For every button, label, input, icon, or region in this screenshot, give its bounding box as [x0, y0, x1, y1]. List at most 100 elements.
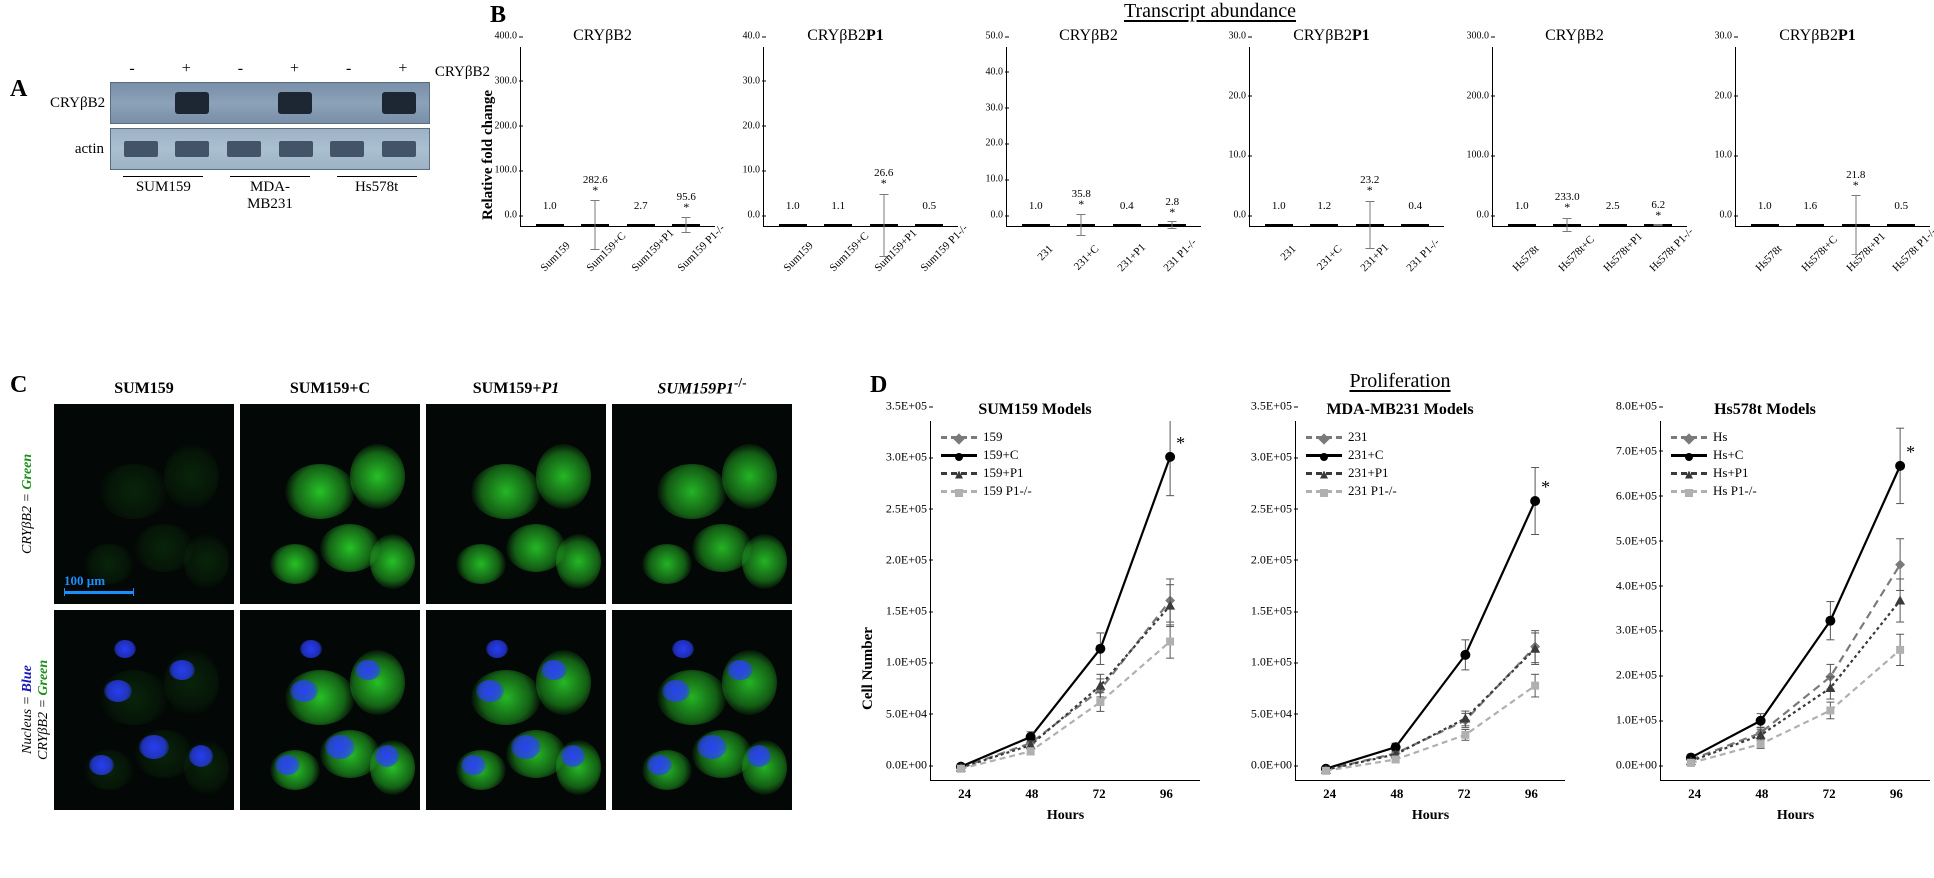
significance-star: *	[1078, 197, 1084, 212]
bar-value-label: 1.0	[1758, 200, 1772, 212]
x-tick: 24	[1323, 786, 1336, 802]
bar	[536, 224, 564, 226]
bar	[1842, 224, 1870, 226]
microscopy-grid: SUM159SUM159+CSUM159+P1SUM159P1-/-CRYβB2…	[20, 370, 830, 810]
bar	[627, 224, 655, 226]
y-tick: 3.0E+05	[875, 450, 927, 465]
actin-blot-image	[110, 128, 430, 170]
actin-blot-label: actin	[50, 141, 110, 158]
legend-item: Hs+P1	[1671, 465, 1757, 481]
western-blot: -+-+-+ CRYβB2 CRYβB2 actin SUM159MDA-MB2…	[50, 60, 430, 213]
legend-item: Hs	[1671, 429, 1757, 445]
bar-chart-title: CRYβB2P1	[1219, 27, 1444, 45]
x-tick: 48	[1025, 786, 1038, 802]
bar	[824, 224, 852, 226]
bar-chart: CRYβB2P10.010.020.030.01.01.621.8*0.5Hs5…	[1705, 27, 1930, 243]
y-tick: 0.0E+00	[875, 758, 927, 773]
bar	[1113, 224, 1141, 226]
legend-item: 231	[1306, 429, 1397, 445]
line-plot-area: 0.0E+005.0E+041.0E+051.5E+052.0E+052.5E+…	[930, 421, 1200, 781]
significance-star: *	[1655, 208, 1661, 223]
bar	[1644, 224, 1672, 226]
bar-value-label: 1.6	[1803, 200, 1817, 212]
microscopy-image	[240, 610, 420, 810]
bar-value-label: 1.0	[786, 200, 800, 212]
bar-x-label: Hs578t	[1510, 243, 1541, 274]
bar	[672, 224, 700, 226]
bar	[1356, 224, 1384, 226]
actin-band	[382, 141, 416, 157]
microscopy-column-header: SUM159P1-/-	[612, 375, 792, 398]
blot-band	[278, 92, 312, 114]
microscopy-column-header: SUM159+P1	[426, 380, 606, 398]
blot-sample-label: Hs578t	[337, 176, 417, 213]
bar-x-label: Sum159+P1	[873, 243, 904, 274]
bar-chart-title: CRYβB2	[1462, 27, 1687, 45]
significance-star: *	[1853, 178, 1859, 193]
y-tick: 40.0	[743, 31, 761, 42]
blot-side-label: CRYβB2	[435, 64, 490, 81]
microscopy-image: 100 µm	[54, 404, 234, 604]
y-tick: 50.0	[986, 31, 1004, 42]
bar	[1310, 224, 1338, 226]
svg-text:*: *	[1176, 433, 1185, 453]
bar-x-label: 231+P1	[1359, 243, 1390, 274]
y-tick: 8.0E+05	[1605, 399, 1657, 414]
bar-x-label: 231+P1	[1116, 243, 1147, 274]
x-axis-label: Hours	[931, 808, 1200, 824]
bar-plot-area: 0.0100.0200.0300.0400.01.0282.6*2.795.6*	[520, 47, 715, 227]
y-tick: 0.0E+00	[1605, 758, 1657, 773]
y-tick: 0.0	[991, 210, 1004, 221]
bar-charts-row: Relative fold change CRYβB20.0100.0200.0…	[490, 27, 1930, 243]
bar-x-label: Hs578t+C	[1556, 243, 1587, 274]
y-tick: 40.0	[986, 66, 1004, 77]
bar-chart: CRYβB20.0100.0200.0300.0400.01.0282.6*2.…	[490, 27, 715, 243]
bar-x-label: 231 P1-/-	[1161, 243, 1192, 274]
blot-band	[175, 92, 209, 114]
bar-chart: CRYβB20.0100.0200.0300.01.0233.0*2.56.2*…	[1462, 27, 1687, 243]
bar-chart-title: CRYβB2P1	[1705, 27, 1930, 45]
x-tick: 72	[1458, 786, 1471, 802]
significance-star: *	[1169, 205, 1175, 220]
bar-x-label: Sum159 P1-/-	[675, 243, 706, 274]
x-tick: 96	[1890, 786, 1903, 802]
panel-d: Proliferation Cell Number SUM159 Models0…	[870, 370, 1930, 781]
legend: 159159+C159+P1159 P1-/-	[941, 429, 1032, 501]
y-tick: 30.0	[1229, 31, 1247, 42]
y-tick: 1.0E+05	[875, 655, 927, 670]
line-chart: SUM159 Models0.0E+005.0E+041.0E+051.5E+0…	[870, 401, 1200, 781]
y-tick: 3.5E+05	[1240, 399, 1292, 414]
bar-value-label: 0.4	[1120, 200, 1134, 212]
bar-value-label: 0.4	[1408, 200, 1422, 212]
legend-item: 159+C	[941, 447, 1032, 463]
y-tick: 0.0	[505, 210, 518, 221]
bar-plot-area: 0.010.020.030.01.01.223.2*0.4	[1249, 47, 1444, 227]
blot-sample-labels: SUM159MDA-MB231Hs578t	[50, 176, 430, 213]
bar	[1751, 224, 1779, 226]
bar-chart: CRYβB20.010.020.030.040.050.01.035.8*0.4…	[976, 27, 1201, 243]
y-tick: 5.0E+05	[1605, 533, 1657, 548]
legend-item: Hs+C	[1671, 447, 1757, 463]
microscopy-column-header: SUM159	[54, 380, 234, 398]
y-tick: 0.0	[1477, 210, 1490, 221]
blot-band	[124, 92, 156, 114]
y-tick: 0.0	[748, 210, 761, 221]
microscopy-image	[612, 610, 792, 810]
bar-x-label: Hs578t+P1	[1602, 243, 1633, 274]
legend-item: 231 P1-/-	[1306, 483, 1397, 499]
bar	[1553, 224, 1581, 226]
blot-band	[382, 92, 416, 114]
bar-x-label: Sum159	[781, 243, 812, 274]
actin-band	[124, 141, 158, 157]
x-tick: 72	[1823, 786, 1836, 802]
bar	[1022, 224, 1050, 226]
bar	[1508, 224, 1536, 226]
microscopy-image	[612, 404, 792, 604]
bar-chart-title: CRYβB2	[976, 27, 1201, 45]
y-tick: 200.0	[1467, 90, 1490, 101]
y-tick: 300.0	[495, 75, 518, 86]
microscopy-image	[426, 610, 606, 810]
bar-value-label: 1.0	[1515, 200, 1529, 212]
y-tick: 30.0	[743, 75, 761, 86]
y-tick: 3.0E+05	[1240, 450, 1292, 465]
